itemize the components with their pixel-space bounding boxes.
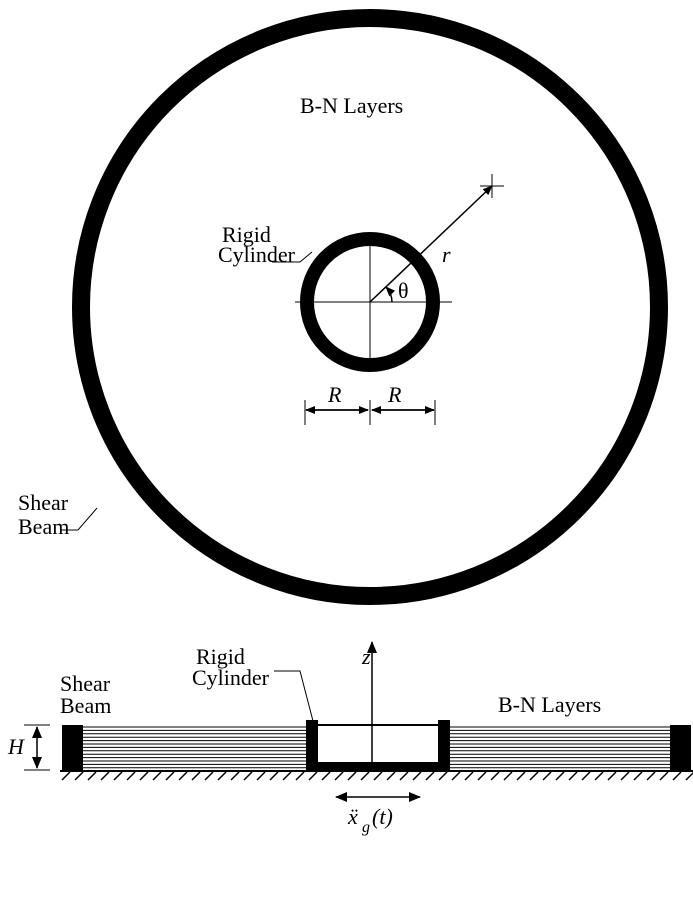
ground-tick: [61, 771, 71, 781]
ground-tick: [87, 771, 97, 781]
ground-tick: [295, 771, 305, 781]
ground-tick: [282, 771, 292, 781]
ground-tick: [464, 771, 474, 781]
leader-line: [272, 251, 313, 263]
cylinder-label: Cylinder: [218, 242, 296, 267]
shear-beam-label: Beam: [60, 693, 111, 718]
ground-tick: [165, 771, 175, 781]
shear-beam-label: Beam: [18, 514, 69, 539]
ground-tick: [113, 771, 123, 781]
cylinder-wall: [438, 720, 450, 770]
ground-tick: [321, 771, 331, 781]
leader-line: [60, 507, 98, 531]
shear-beam-label: Shear: [60, 671, 111, 696]
radius-label: R: [327, 382, 342, 407]
ground-tick: [503, 771, 513, 781]
ground-tick: [685, 771, 693, 781]
layer-hatching: [83, 726, 670, 769]
ground-tick: [230, 771, 240, 781]
ground-tick: [399, 771, 409, 781]
ground-tick: [74, 771, 84, 781]
ground-tick: [139, 771, 149, 781]
ground-tick: [334, 771, 344, 781]
ground-tick: [217, 771, 227, 781]
radius-label: R: [387, 382, 402, 407]
height-label: H: [7, 734, 25, 759]
cylinder-label: Rigid: [196, 644, 245, 669]
ground-tick: [542, 771, 552, 781]
ground-tick: [269, 771, 279, 781]
ground-tick: [516, 771, 526, 781]
ground-tick: [386, 771, 396, 781]
ground-tick: [425, 771, 435, 781]
ground-tick: [243, 771, 253, 781]
ground-tick: [646, 771, 656, 781]
ground-tick: [191, 771, 201, 781]
cylinder-base: [318, 762, 438, 770]
layers-label: B-N Layers: [498, 692, 601, 717]
ground-tick: [529, 771, 539, 781]
cylinder-wall: [306, 720, 318, 770]
angle-symbol: θ: [398, 278, 409, 303]
ground-tick: [672, 771, 682, 781]
ground-tick: [633, 771, 643, 781]
radius-arrow: [369, 185, 493, 303]
ground-tick: [178, 771, 188, 781]
ground-tick: [490, 771, 500, 781]
ground-tick: [451, 771, 461, 781]
ground-tick: [412, 771, 422, 781]
plan-view: B-N Layers Rigid Cylinder r θ R R Shear …: [18, 9, 668, 605]
layers-label: B-N Layers: [300, 93, 403, 118]
ground-tick: [152, 771, 162, 781]
ground-tick: [347, 771, 357, 781]
ground-tick: [659, 771, 669, 781]
base-motion-subscript: g: [362, 819, 370, 836]
ground-tick: [373, 771, 383, 781]
shear-beam-wall: [670, 725, 691, 770]
z-label: z: [361, 644, 371, 669]
radius-symbol: r: [442, 242, 451, 267]
base-motion-symbol: ẍ: [347, 804, 358, 829]
ground-tick: [568, 771, 578, 781]
ground-tick: [100, 771, 110, 781]
ground-tick: [256, 771, 266, 781]
angle-arc: [385, 286, 396, 303]
ground-tick: [477, 771, 487, 781]
section-view: z Shear Beam Rigid Cylinder B-N Layers H…: [7, 641, 693, 836]
ground-tick: [438, 771, 448, 781]
ground-tick: [204, 771, 214, 781]
ground-tick: [555, 771, 565, 781]
leader-line: [274, 670, 314, 722]
shear-beam-wall: [62, 725, 83, 770]
ground-tick: [126, 771, 136, 781]
ground-tick: [620, 771, 630, 781]
ground-hatching: [61, 771, 693, 781]
cylinder-label: Rigid: [222, 222, 271, 247]
cylinder-label: Cylinder: [192, 665, 270, 690]
base-motion-argument: (t): [372, 804, 393, 829]
ground-tick: [594, 771, 604, 781]
shear-beam-label: Shear: [18, 490, 69, 515]
ground-tick: [308, 771, 318, 781]
ground-tick: [607, 771, 617, 781]
shear-beam-ring: [72, 9, 668, 605]
ground-tick: [581, 771, 591, 781]
ground-tick: [360, 771, 370, 781]
